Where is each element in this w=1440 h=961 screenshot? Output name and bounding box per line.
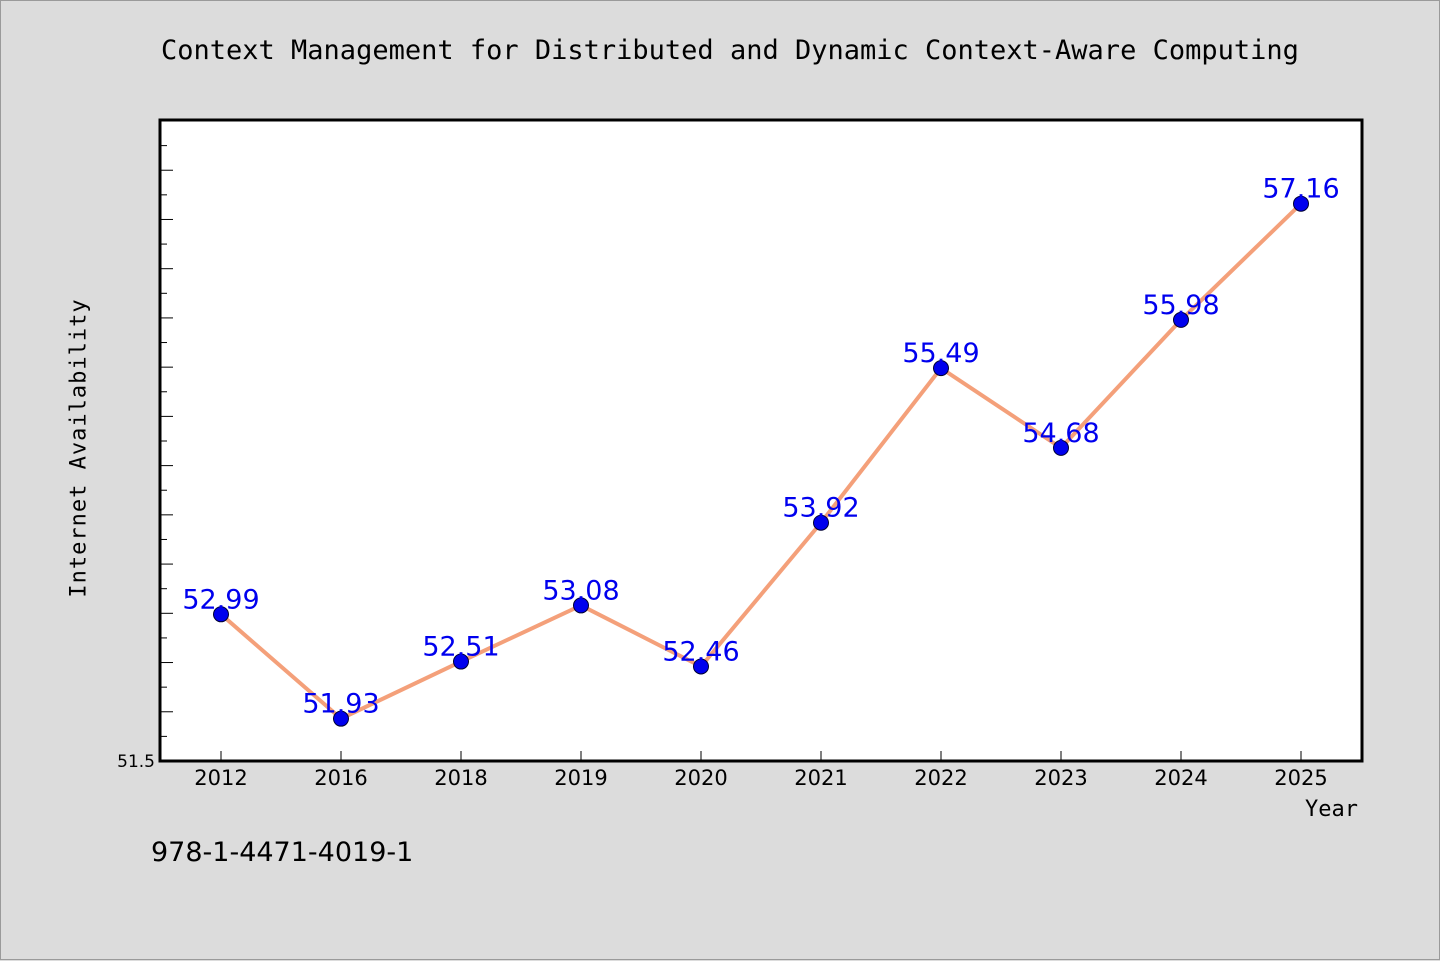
data-point <box>813 514 829 531</box>
data-label: 55.98 <box>1142 290 1219 321</box>
x-tick-label: 2020 <box>674 766 727 790</box>
data-point <box>453 653 469 670</box>
x-tick-label: 2012 <box>194 766 247 790</box>
x-tick-label: 2024 <box>1154 766 1207 790</box>
data-labels: 52.99 51.93 52.51 53.08 52.46 53.92 55.49 54.68… <box>182 174 1339 720</box>
series-line <box>219 202 1303 721</box>
isbn-label: 978-1-4471-4019-1 <box>151 837 414 868</box>
data-point <box>1053 439 1069 456</box>
x-tick-label: 2016 <box>314 766 367 790</box>
x-tick-label: 2023 <box>1034 766 1087 790</box>
data-label: 53.92 <box>782 493 859 524</box>
data-point <box>933 360 949 377</box>
data-point <box>1293 195 1309 212</box>
chart-title: Context Management for Distributed and D… <box>161 35 1299 66</box>
data-label: 55.49 <box>902 338 979 369</box>
data-point <box>333 710 349 727</box>
data-point <box>573 597 589 614</box>
y-axis-ticks: 51.5 <box>117 120 173 772</box>
data-label: 54.68 <box>1022 418 1099 449</box>
data-label: 53.08 <box>542 575 619 606</box>
x-tick-label: 2019 <box>554 766 607 790</box>
y-tick-label: 51.5 <box>117 752 155 772</box>
data-label: 52.99 <box>182 584 259 615</box>
data-point <box>1173 311 1189 328</box>
x-tick-label: 2022 <box>914 766 967 790</box>
data-point <box>693 658 709 675</box>
data-point <box>213 606 229 623</box>
data-label: 57.16 <box>1262 174 1339 205</box>
data-label: 52.51 <box>422 632 499 663</box>
x-axis-ticks: 2012 2016 2018 2019 2020 2021 2022 2023 2024 2025 <box>194 751 1328 790</box>
data-label: 51.93 <box>302 689 379 720</box>
x-tick-label: 2025 <box>1274 766 1327 790</box>
data-points <box>213 195 1309 727</box>
x-axis-label: Year <box>1305 797 1358 822</box>
x-tick-label: 2021 <box>794 766 847 790</box>
plot-area <box>158 118 1364 763</box>
data-label: 52.46 <box>662 636 739 667</box>
x-tick-label: 2018 <box>434 766 487 790</box>
